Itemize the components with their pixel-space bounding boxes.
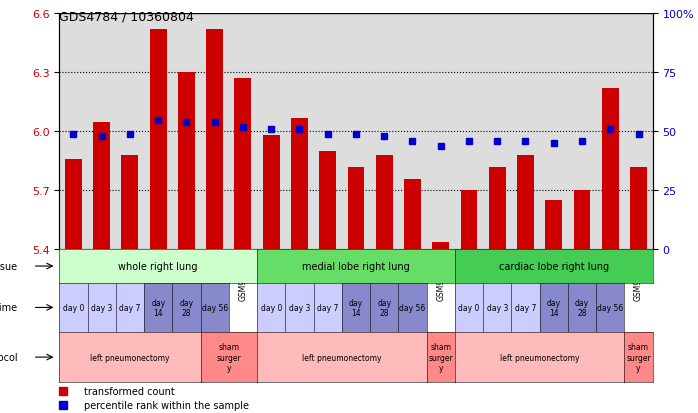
Text: day 7: day 7 [317,303,339,312]
Text: cardiac lobe right lung: cardiac lobe right lung [498,261,609,271]
Text: day
14: day 14 [151,298,165,317]
Bar [517,156,534,250]
Text: day 0: day 0 [63,303,84,312]
Bar [206,30,223,250]
Bar [630,168,647,250]
Text: time: time [0,303,18,313]
Text: left pneumonectomy: left pneumonectomy [90,353,170,362]
Bar [94,122,110,250]
Bar [461,191,477,250]
Text: sham
surger
y: sham surger y [626,342,651,372]
Bar [574,191,591,250]
Text: left pneumonectomy: left pneumonectomy [500,353,579,362]
Bar [150,30,167,250]
Text: day 3: day 3 [487,303,508,312]
Bar [178,74,195,250]
Text: day 7: day 7 [515,303,536,312]
Text: day 7: day 7 [119,303,141,312]
Text: percentile rank within the sample: percentile rank within the sample [84,400,248,410]
Bar [65,159,82,250]
Text: day
28: day 28 [377,298,392,317]
Text: day
28: day 28 [179,298,193,317]
Bar [348,168,364,250]
Bar [489,168,506,250]
Text: medial lobe right lung: medial lobe right lung [302,261,410,271]
Text: protocol: protocol [0,352,18,362]
Bar [602,89,618,250]
Text: day 56: day 56 [597,303,623,312]
Text: left pneumonectomy: left pneumonectomy [302,353,382,362]
Bar [545,201,562,250]
Text: day 3: day 3 [289,303,310,312]
Text: day
14: day 14 [349,298,363,317]
Text: sham
surger
y: sham surger y [216,342,242,372]
Text: transformed count: transformed count [84,386,174,396]
Text: GDS4784 / 10360804: GDS4784 / 10360804 [59,10,194,23]
Bar [121,156,138,250]
Bar [235,79,251,250]
Text: sham
surger
y: sham surger y [429,342,453,372]
Bar [376,156,393,250]
Bar [432,242,450,250]
Text: day
28: day 28 [575,298,589,317]
Text: day 0: day 0 [459,303,480,312]
Text: day
14: day 14 [547,298,560,317]
Text: day 3: day 3 [91,303,112,312]
Text: tissue: tissue [0,261,18,271]
Text: day 56: day 56 [202,303,228,312]
Bar [319,152,336,250]
Text: day 0: day 0 [260,303,282,312]
Bar [291,119,308,250]
Bar [262,136,280,250]
Text: day 56: day 56 [399,303,426,312]
Bar [404,179,421,250]
Text: whole right lung: whole right lung [119,261,198,271]
